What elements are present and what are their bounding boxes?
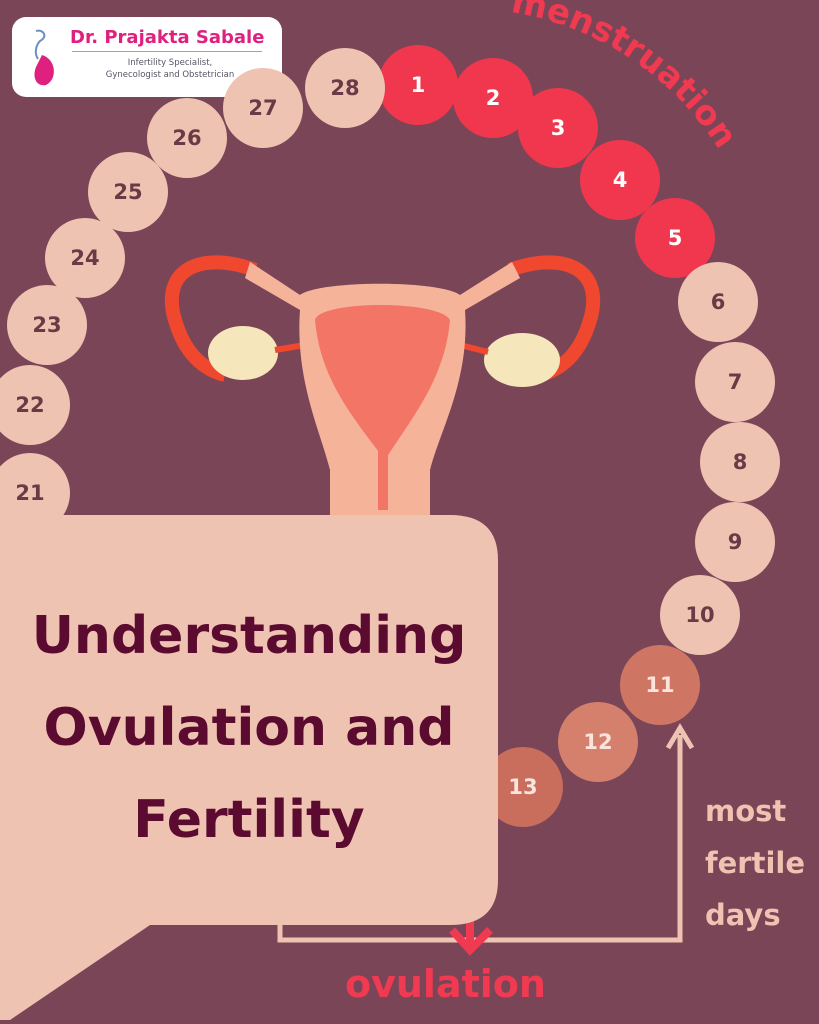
logo-subtitle-line2: Gynecologist and Obstetrician xyxy=(105,70,235,80)
day-circle-12: 12 xyxy=(558,702,638,782)
day-circle-26: 26 xyxy=(147,98,227,178)
day-circle-1: 1 xyxy=(378,45,458,125)
day-circle-4: 4 xyxy=(580,140,660,220)
logo-subtitle: Infertility Specialist, Gynecologist and… xyxy=(90,57,250,81)
most-fertile-days-label: most fertile days xyxy=(705,785,805,941)
day-circle-27: 27 xyxy=(223,68,303,148)
fertile-label-line3: days xyxy=(705,898,781,932)
day-circle-8: 8 xyxy=(700,422,780,502)
day-circle-22: 22 xyxy=(0,365,70,445)
day-circle-23: 23 xyxy=(7,285,87,365)
day-circle-9: 9 xyxy=(695,502,775,582)
fertile-label-line1: most xyxy=(705,794,787,828)
day-circle-28: 28 xyxy=(305,48,385,128)
logo-subtitle-line1: Infertility Specialist, xyxy=(127,58,213,68)
day-circle-3: 3 xyxy=(518,88,598,168)
day-circle-11: 11 xyxy=(620,645,700,725)
day-circle-7: 7 xyxy=(695,342,775,422)
arrow-up-icon xyxy=(665,723,695,750)
logo-name: Dr. Prajakta Sabale xyxy=(70,27,265,48)
fertile-label-line2: fertile xyxy=(705,846,805,880)
day-circle-25: 25 xyxy=(88,152,168,232)
day-circle-10: 10 xyxy=(660,575,740,655)
title-line-3: Fertility xyxy=(133,790,365,850)
page-title: Understanding Ovulation and Fertility xyxy=(0,590,498,866)
title-line-2: Ovulation and xyxy=(43,698,455,758)
day-circle-24: 24 xyxy=(45,218,125,298)
logo-divider xyxy=(72,51,262,52)
ovulation-label: ovulation xyxy=(345,962,546,1006)
logo-mother-icon xyxy=(34,29,54,86)
day-circle-6: 6 xyxy=(678,262,758,342)
title-line-1: Understanding xyxy=(31,606,467,666)
